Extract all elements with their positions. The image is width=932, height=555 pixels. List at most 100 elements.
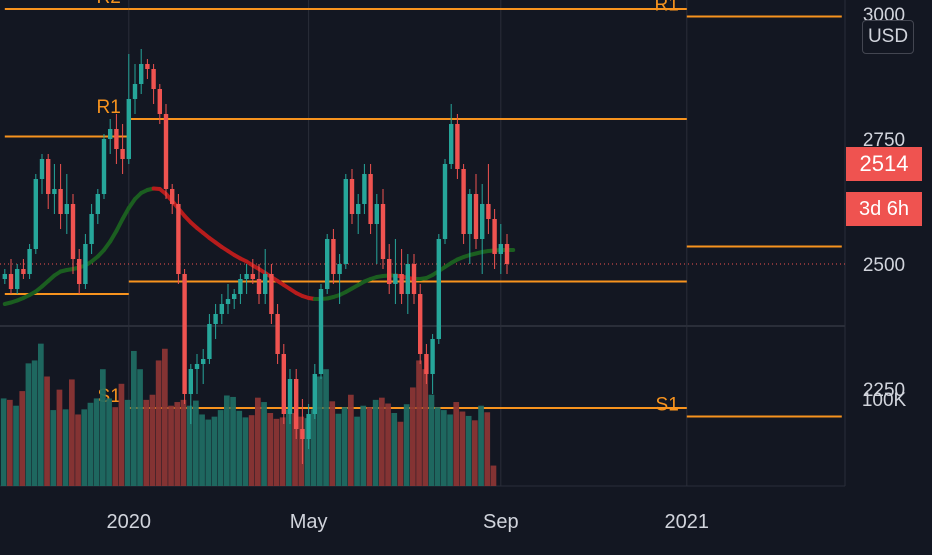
candle-body [139, 64, 144, 84]
candle-body [15, 269, 20, 289]
pivot-level-label: R2 [97, 0, 121, 8]
volume-bar [56, 389, 63, 486]
candle-body [120, 149, 125, 159]
volume-bar [348, 394, 354, 486]
candle-body [306, 414, 311, 439]
volume-bar [19, 391, 26, 486]
candle-body [101, 139, 107, 194]
candle-body [374, 204, 379, 224]
volume-bar [372, 399, 379, 486]
candle-body [21, 269, 26, 274]
candle-body [64, 204, 69, 214]
volume-bar [434, 407, 441, 486]
volume-bar [354, 416, 360, 486]
candle-body [219, 304, 224, 314]
pivot-level-label: R1 [97, 97, 121, 118]
candle-body [83, 244, 88, 284]
volume-bar [360, 405, 367, 486]
volume-bar [149, 394, 156, 486]
candle-body [52, 189, 57, 194]
candle-body [39, 159, 45, 179]
candle-body [312, 374, 317, 414]
time-tick-label: Sep [483, 511, 519, 533]
volume-bar [453, 402, 460, 486]
candle-body [473, 194, 479, 239]
candle-body [486, 204, 491, 219]
volume-bar [7, 399, 13, 486]
volume-bar [422, 369, 429, 486]
candle-body [176, 204, 181, 274]
candle-body [157, 89, 162, 114]
candle-body [343, 179, 348, 264]
candle-body [27, 249, 32, 274]
candle-body [89, 214, 94, 244]
volume-bar [87, 402, 94, 486]
volume-bar [273, 418, 280, 486]
candle-body [250, 274, 255, 279]
candle-body [2, 274, 7, 279]
candle-body [213, 314, 218, 324]
volume-bar [317, 376, 323, 486]
volume-bar [180, 399, 187, 486]
candle-body [58, 189, 63, 214]
candle-body [442, 164, 448, 239]
volume-bar [0, 398, 7, 486]
candle-body [368, 174, 373, 224]
volume-bar [118, 383, 125, 486]
candle-body [46, 159, 51, 194]
candle-body [498, 244, 503, 254]
candle-body [244, 274, 249, 279]
volume-bar [441, 410, 447, 486]
volume-bar [298, 416, 305, 486]
candle-body [77, 259, 82, 284]
candle-body [188, 369, 193, 394]
volume-bar [69, 379, 75, 486]
volume-bar [155, 360, 162, 486]
candle-body [287, 379, 293, 414]
bar-countdown-label: 3d 6h [846, 192, 922, 226]
volume-bar [242, 417, 249, 486]
candle-body [294, 379, 299, 429]
candle-body [170, 189, 175, 204]
candle-body [480, 204, 485, 239]
volume-bar [168, 405, 174, 486]
volume-bar [62, 409, 69, 486]
candle-body [95, 194, 100, 214]
candle-body [108, 129, 113, 139]
candle-body [256, 279, 262, 294]
candle-body [455, 124, 460, 169]
candle-body [269, 274, 274, 314]
volume-bar [174, 402, 181, 486]
candle-body [418, 294, 423, 354]
candle-body [325, 239, 330, 289]
volume-bar [186, 405, 193, 486]
volume-bar [131, 350, 137, 486]
volume-bar [50, 410, 57, 486]
time-tick-label: 2020 [107, 511, 152, 533]
volume-bar [193, 400, 199, 486]
volume-bar [490, 465, 497, 486]
candle-body [145, 64, 150, 69]
volume-bar [292, 413, 298, 486]
candle-body [126, 99, 131, 159]
volume-bar [25, 363, 32, 486]
candle-body [281, 354, 286, 414]
candle-body [151, 69, 156, 89]
volume-bar [205, 419, 212, 486]
currency-button[interactable]: USD [862, 20, 914, 54]
moving-average-segment [108, 229, 119, 244]
volume-bar [472, 420, 478, 486]
volume-bar [323, 369, 329, 486]
price-tick-label: 2750 [863, 130, 905, 151]
volume-bar [124, 399, 131, 486]
candle-body [504, 244, 510, 264]
volume-bar [379, 397, 385, 486]
volume-bar [447, 414, 453, 486]
candle-body [300, 429, 305, 439]
volume-bar [38, 343, 44, 486]
candle-body [232, 294, 237, 299]
volume-bar [484, 412, 491, 486]
volume-bar [100, 369, 106, 486]
